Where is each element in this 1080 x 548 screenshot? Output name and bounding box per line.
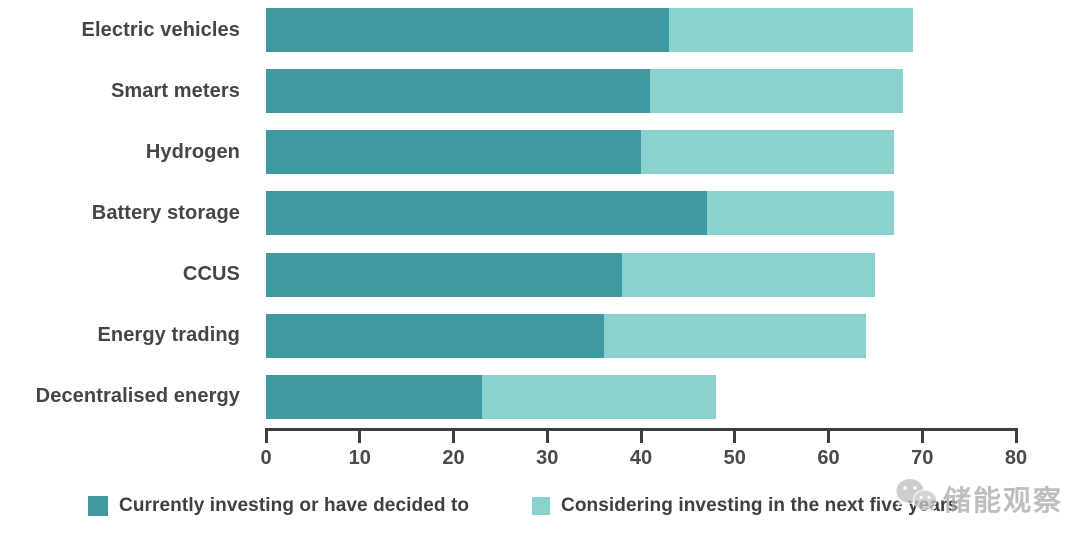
x-axis-tick-mark	[452, 431, 455, 443]
x-axis-tick-mark	[920, 431, 924, 443]
bar-segment-currently-investing	[266, 69, 651, 114]
bar-segment-considering-investing	[622, 252, 876, 297]
bar-track	[266, 252, 876, 297]
x-axis-tick-label: 80	[1004, 447, 1028, 469]
bar-row: Decentralised energy	[0, 374, 1080, 419]
category-label: Hydrogen	[145, 140, 240, 163]
x-axis-tick-mark	[827, 431, 830, 443]
bar-segment-considering-investing	[603, 313, 866, 358]
x-axis-tick-label: 60	[817, 447, 840, 469]
bar-row: CCUS	[0, 252, 1080, 297]
bar-segment-currently-investing	[266, 8, 670, 52]
bar-track	[266, 130, 895, 175]
x-axis-tick-mark	[1014, 431, 1018, 443]
bar-track	[266, 8, 913, 52]
category-label: Decentralised energy	[35, 385, 240, 408]
bar-track	[266, 313, 866, 358]
legend-swatch-dark-teal	[88, 496, 108, 516]
legend-item-currently-investing: Currently investing or have decided to	[88, 493, 469, 519]
x-axis-tick-mark	[358, 431, 362, 443]
legend-label: Considering investing in the next five y…	[561, 495, 959, 516]
bar-track	[266, 191, 895, 236]
x-axis-line	[265, 428, 1018, 431]
x-axis-tick-mark	[264, 431, 268, 443]
x-axis-tick-label: 30	[536, 447, 559, 469]
x-axis-tick-label: 0	[260, 447, 272, 469]
bar-segment-considering-investing	[706, 191, 895, 236]
bar-segment-currently-investing	[266, 374, 482, 419]
x-axis-tick-label: 10	[348, 447, 371, 469]
bar-row: Electric vehicles	[0, 8, 1080, 52]
bar-track	[266, 69, 904, 114]
bar-segment-currently-investing	[266, 252, 623, 297]
legend-label: Currently investing or have decided to	[119, 495, 470, 516]
category-label: Energy trading	[97, 324, 240, 347]
x-axis-tick-label: 20	[442, 447, 465, 469]
bar-segment-currently-investing	[266, 130, 641, 175]
bar-segment-considering-investing	[641, 130, 895, 175]
category-label: Electric vehicles	[81, 18, 240, 41]
x-axis-tick-label: 70	[911, 447, 934, 469]
category-label: Smart meters	[110, 79, 240, 102]
bar-row: Battery storage	[0, 191, 1080, 236]
bar-segment-considering-investing	[481, 374, 716, 419]
bar-segment-considering-investing	[669, 8, 913, 52]
x-axis-tick-mark	[545, 431, 549, 443]
legend-swatch-light-teal	[532, 497, 550, 515]
category-label: CCUS	[182, 263, 240, 286]
bar-segment-currently-investing	[266, 191, 707, 236]
x-axis-tick-mark	[733, 431, 737, 443]
bar-row: Smart meters	[0, 69, 1080, 114]
watermark-text: 储能观察	[943, 484, 1064, 516]
category-label: Battery storage	[91, 201, 240, 224]
bar-row: Hydrogen	[0, 130, 1080, 175]
legend-item-considering-investing: Considering investing in the next five y…	[532, 493, 958, 519]
x-axis-tick-label: 40	[629, 447, 653, 469]
x-axis-tick-label: 50	[723, 447, 746, 469]
bar-row: Energy trading	[0, 313, 1080, 358]
bar-segment-currently-investing	[266, 313, 604, 358]
bar-track	[266, 374, 716, 419]
bar-segment-considering-investing	[650, 69, 904, 114]
x-axis-tick-mark	[639, 431, 643, 443]
